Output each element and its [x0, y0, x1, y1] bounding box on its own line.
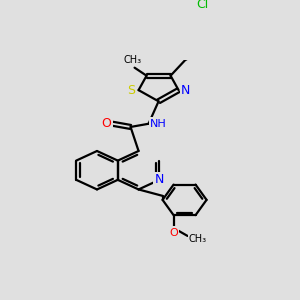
Text: S: S — [128, 84, 136, 97]
Text: Cl: Cl — [196, 0, 209, 11]
Text: CH₃: CH₃ — [124, 55, 142, 65]
Text: CH₃: CH₃ — [188, 234, 207, 244]
Text: N: N — [155, 173, 164, 186]
Text: NH: NH — [150, 119, 167, 129]
Text: N: N — [181, 84, 190, 97]
Text: O: O — [169, 228, 178, 238]
Text: O: O — [102, 117, 112, 130]
